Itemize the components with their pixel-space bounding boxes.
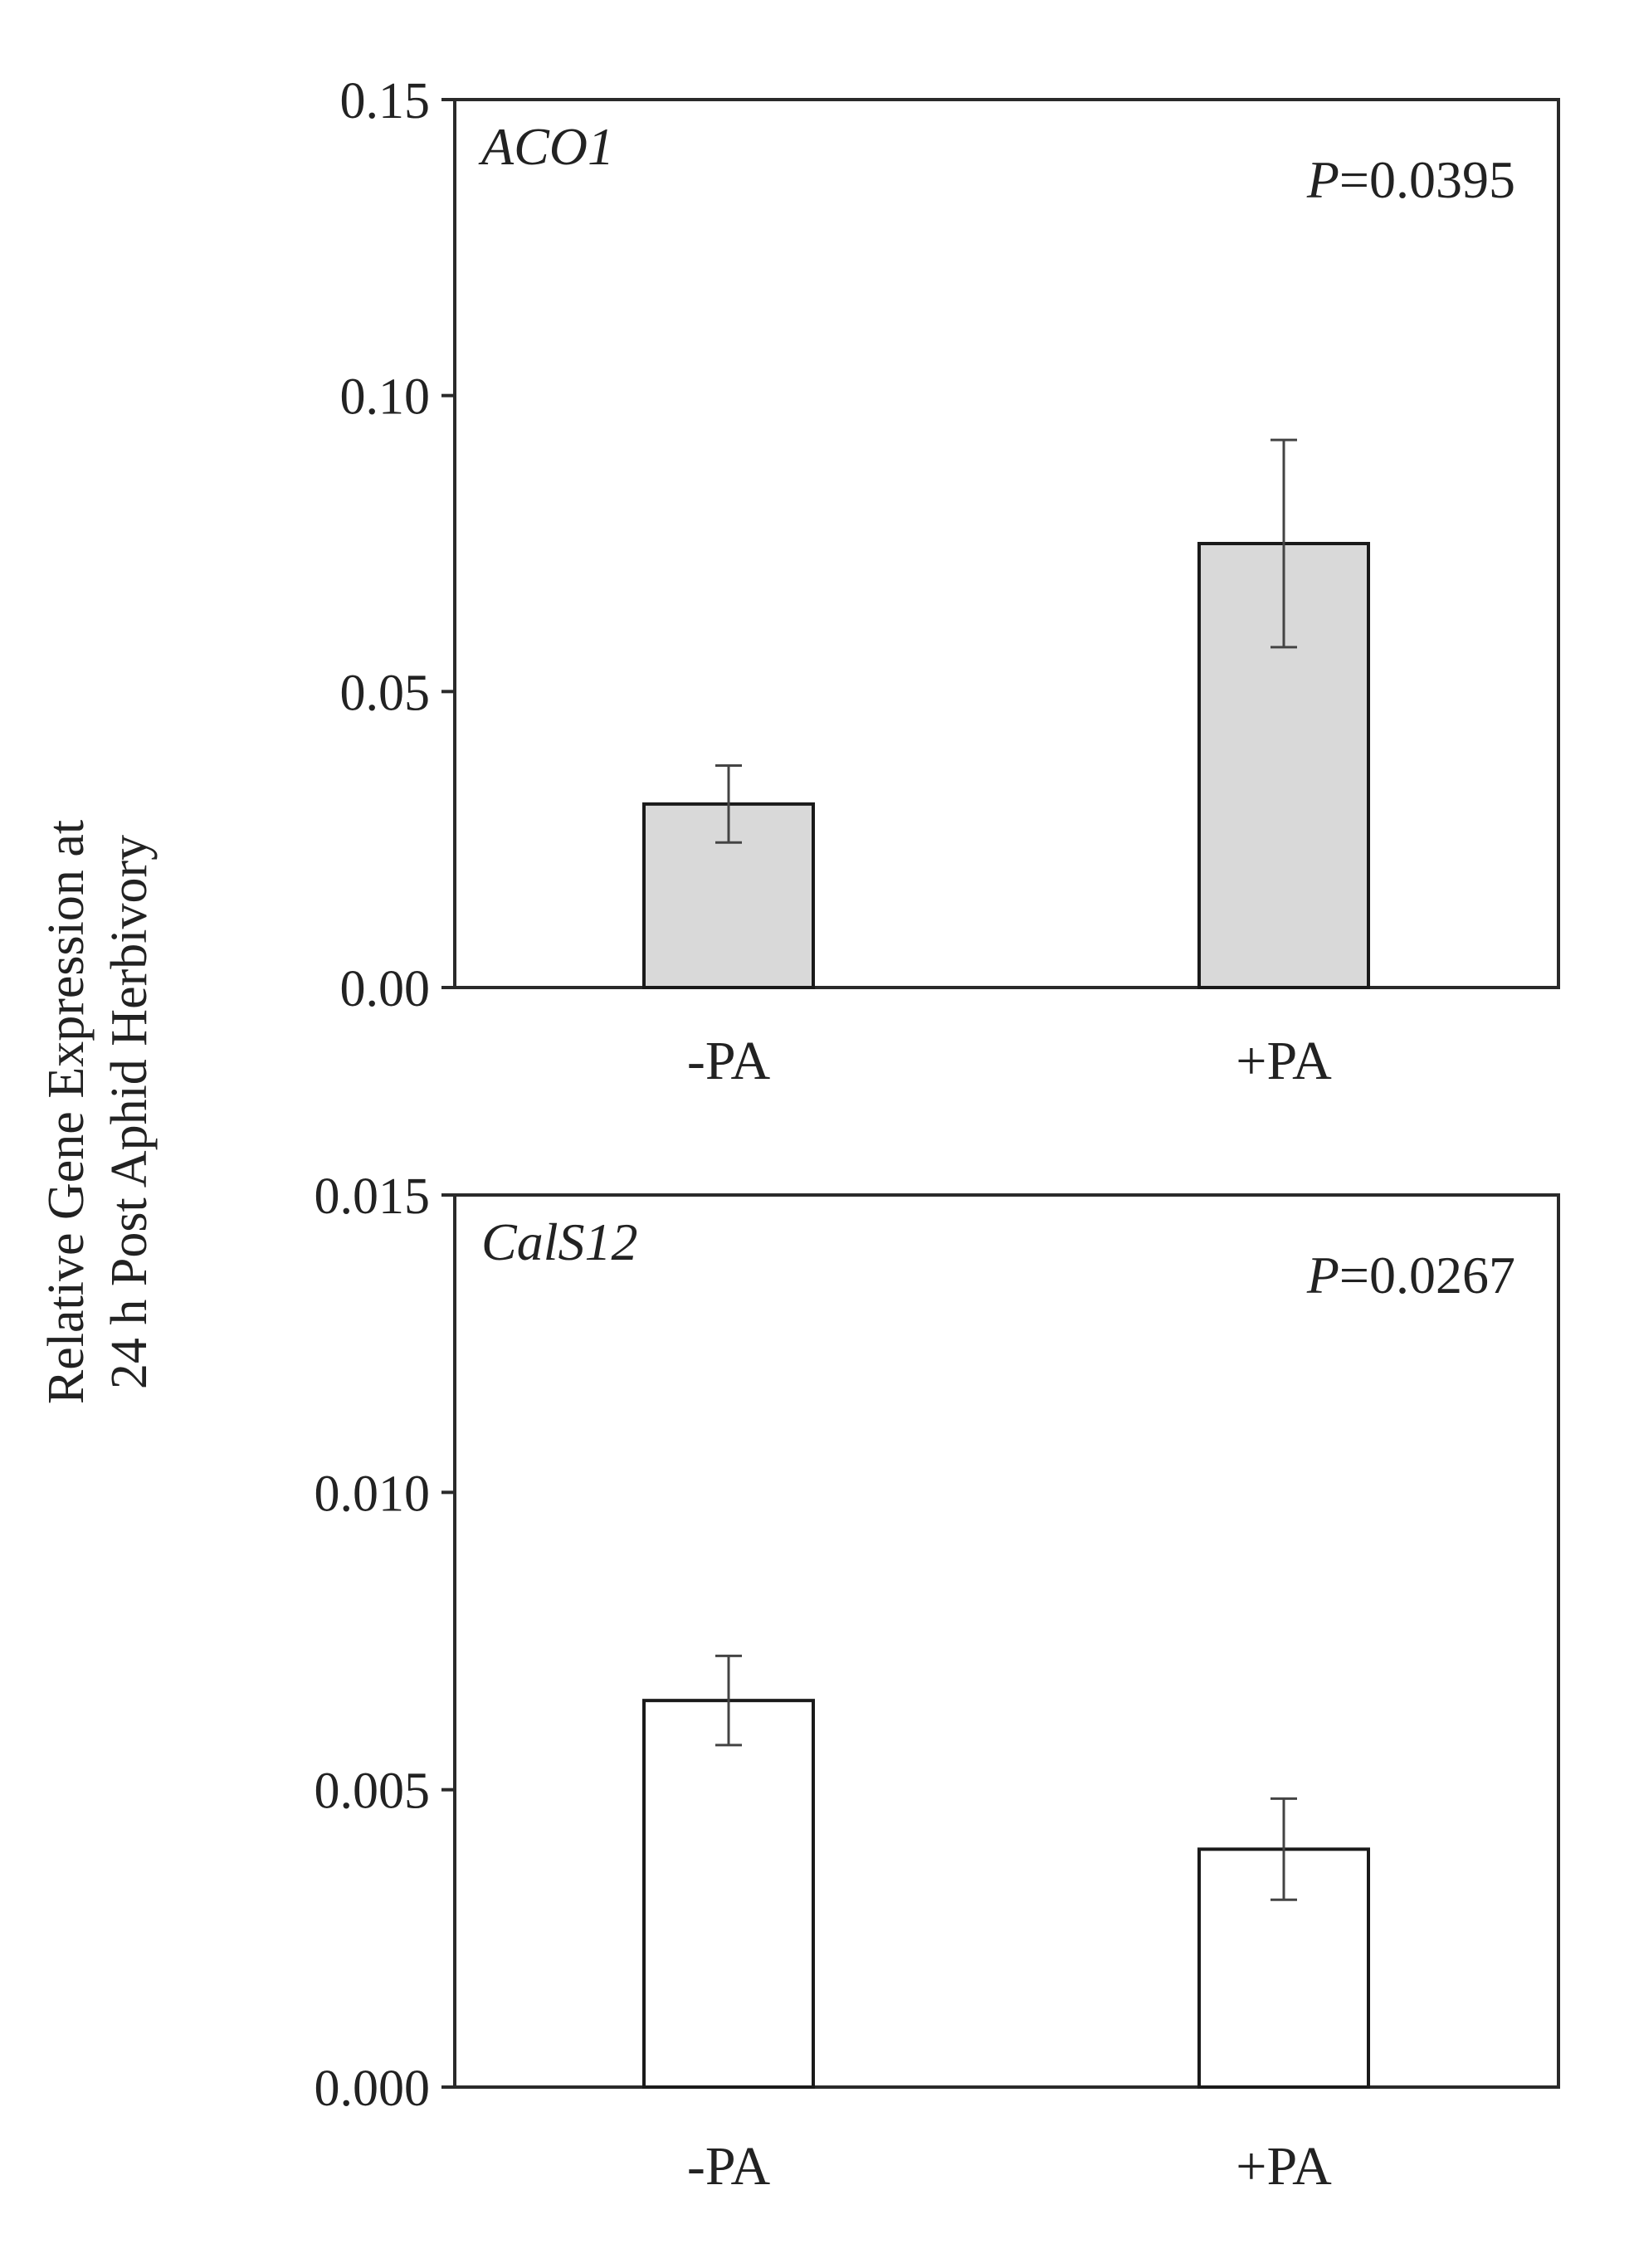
p-value-symbol: P <box>1306 1246 1339 1305</box>
y-tick-label: 0.000 <box>315 2061 431 2117</box>
y-tick-label: 0.015 <box>315 1168 431 1225</box>
x-category-label: +PA <box>1236 1031 1332 1091</box>
p-value-symbol: P <box>1306 150 1339 209</box>
gene-label: CalS12 <box>481 1212 637 1271</box>
plot-frame <box>453 1193 1560 2089</box>
p-value-label: P=0.0267 <box>1306 1246 1515 1305</box>
y-tick-label: 0.05 <box>340 665 431 721</box>
y-tick-label: 0.00 <box>340 961 431 1017</box>
p-value-number: =0.0267 <box>1339 1246 1515 1305</box>
plot-frame <box>453 98 1560 989</box>
p-value-label: P=0.0395 <box>1306 150 1515 209</box>
y-axis-title-line2: 24 h Post Aphid Herbivory <box>101 835 158 1389</box>
y-tick-label: 0.005 <box>315 1763 431 1820</box>
y-tick-label: 0.10 <box>340 369 431 426</box>
chart-panel-cals12: 0.000 0.005 0.010 0.015 -PA +PA CalS12 P=0.0267 <box>315 1168 1560 2197</box>
p-value-number: =0.0395 <box>1339 150 1515 209</box>
y-tick-label: 0.15 <box>340 73 431 129</box>
chart-panel-aco1: 0.00 0.05 0.10 0.15 -PA +PA ACO1 P=0.0395 <box>340 73 1560 1091</box>
bar <box>642 1699 815 2090</box>
y-axis-title: Relative Gene Expression at 24 h Post Ap… <box>38 820 158 1404</box>
x-category-label: -PA <box>687 2136 771 2197</box>
x-category-label: +PA <box>1236 2136 1332 2197</box>
gene-label: ACO1 <box>478 117 614 176</box>
y-tick-label: 0.010 <box>315 1466 431 1522</box>
x-category-label: -PA <box>687 1031 771 1091</box>
y-axis-title-line1: Relative Gene Expression at <box>38 820 95 1404</box>
